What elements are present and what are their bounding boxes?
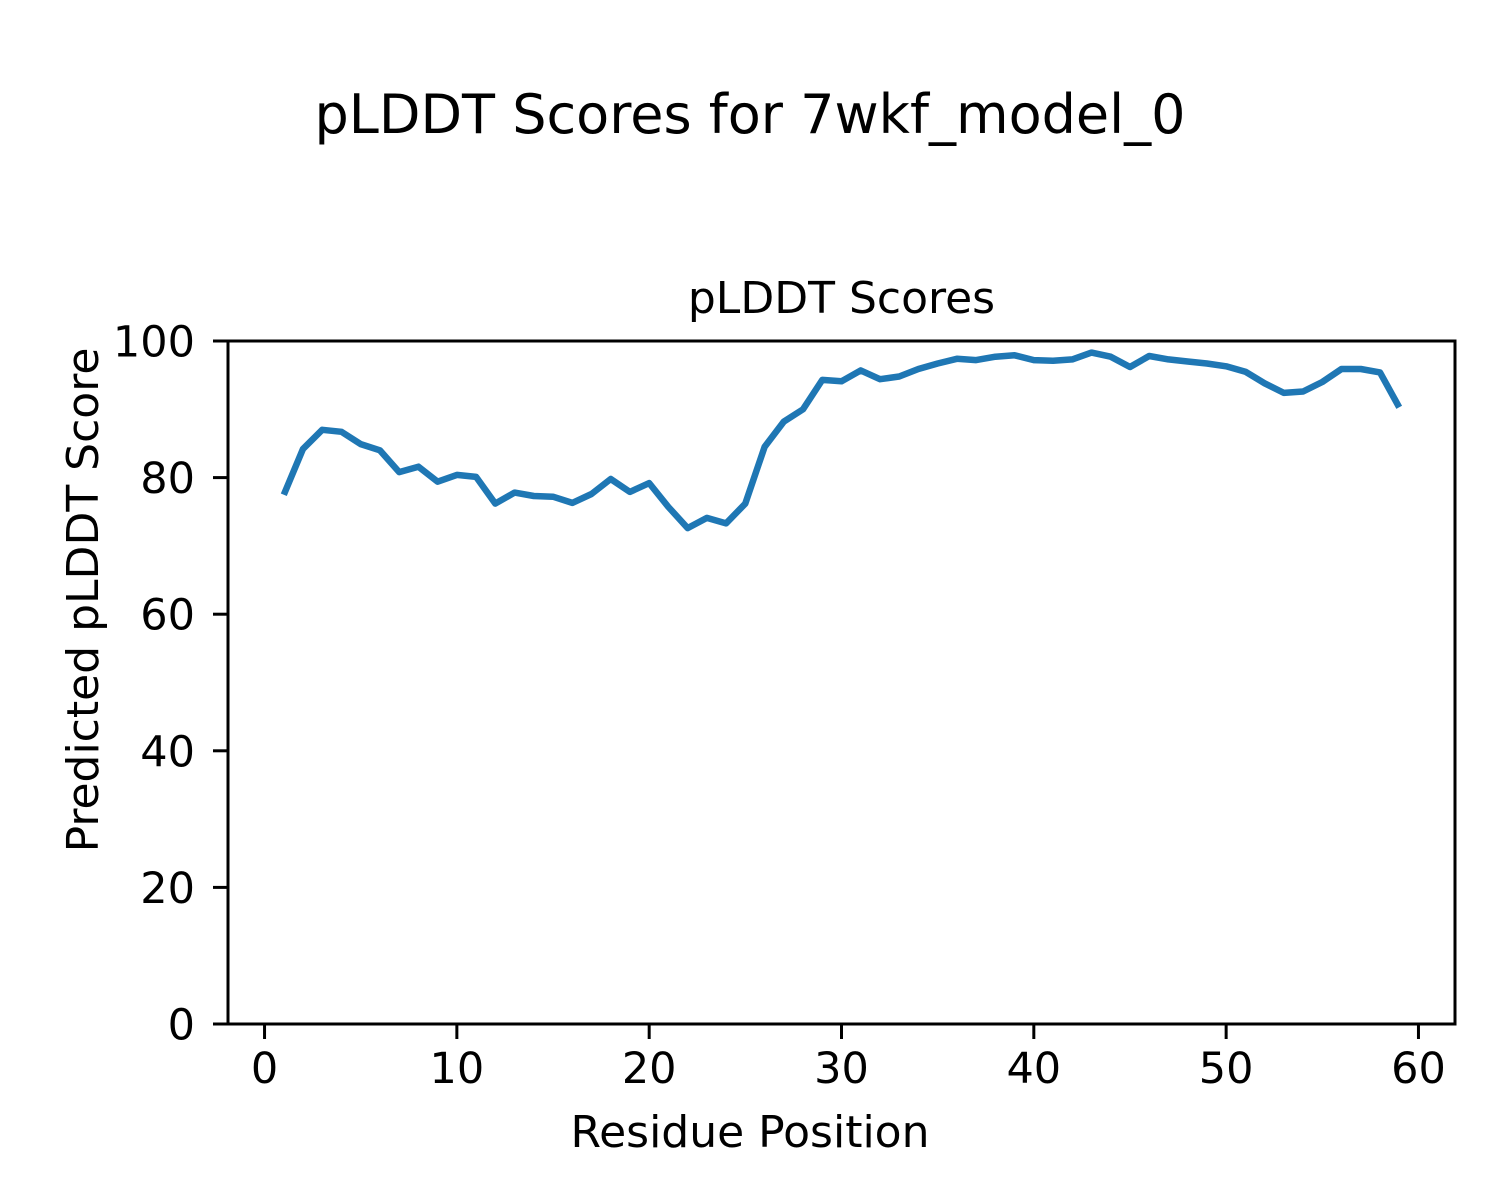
y-tick-label: 80 — [140, 454, 195, 504]
x-tick-label: 20 — [622, 1044, 677, 1094]
x-tick-label: 10 — [430, 1044, 485, 1094]
y-tick-label: 20 — [140, 864, 195, 914]
y-tick-label: 40 — [140, 727, 195, 777]
x-tick-label: 0 — [251, 1044, 278, 1094]
y-tick-label: 0 — [168, 1001, 195, 1051]
x-tick-label: 50 — [1199, 1044, 1254, 1094]
axes-title: pLDDT Scores — [687, 273, 996, 324]
x-tick-label: 40 — [1006, 1044, 1061, 1094]
y-tick-label: 60 — [140, 591, 195, 641]
x-tick-label: 30 — [814, 1044, 869, 1094]
y-tick-label: 100 — [113, 318, 195, 368]
figure-title: pLDDT Scores for 7wkf_model_0 — [314, 83, 1186, 146]
x-tick-label: 60 — [1391, 1044, 1446, 1094]
x-axis-label: Residue Position — [570, 1107, 930, 1158]
axes-spines — [226, 339, 1457, 1026]
plddt-line-series — [280, 349, 1403, 532]
